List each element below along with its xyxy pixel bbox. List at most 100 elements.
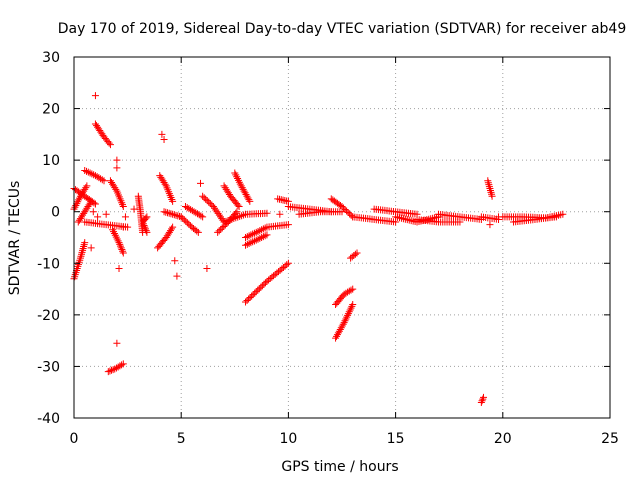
x-tick-label: 20 xyxy=(494,431,512,447)
track-point xyxy=(247,231,255,239)
track-point xyxy=(202,195,210,203)
track-point xyxy=(353,249,361,257)
track-point xyxy=(258,282,266,290)
track-point xyxy=(246,294,254,302)
track-point xyxy=(234,201,242,209)
plot-frame xyxy=(73,56,611,419)
track-point xyxy=(206,200,214,208)
track-point xyxy=(245,196,253,204)
track-point xyxy=(559,210,567,218)
track-point xyxy=(108,366,116,374)
track-point xyxy=(251,289,259,297)
track-point xyxy=(199,192,207,200)
track-point xyxy=(485,181,493,189)
track-point xyxy=(487,188,495,196)
track-point xyxy=(116,242,124,250)
track-point xyxy=(245,232,253,240)
track-point xyxy=(252,228,260,236)
track-point xyxy=(478,397,486,405)
isolated-point xyxy=(115,264,123,272)
track-point xyxy=(488,190,496,198)
track-point xyxy=(261,224,269,232)
track-point xyxy=(143,213,151,221)
track-point xyxy=(486,186,494,194)
track-point xyxy=(79,246,87,254)
track-point xyxy=(163,209,171,217)
track-point xyxy=(258,226,266,234)
track-point xyxy=(340,204,348,212)
track-point xyxy=(118,246,126,254)
x-tick-label: 5 xyxy=(177,431,186,447)
track-point xyxy=(249,291,257,299)
isolated-point xyxy=(171,257,179,265)
track-point xyxy=(115,239,123,247)
track-point xyxy=(261,232,269,240)
track-point xyxy=(180,216,188,224)
track-point xyxy=(344,311,352,319)
track-point xyxy=(552,213,560,221)
track-point xyxy=(79,244,87,252)
isolated-point xyxy=(91,92,99,100)
track-point xyxy=(254,286,262,294)
track-point xyxy=(245,240,253,248)
track-point xyxy=(249,238,257,246)
y-tick-labels: -40 -30 -20 -10 0 10 20 30 xyxy=(37,50,60,427)
track-point xyxy=(235,203,243,211)
x-tick-label: 25 xyxy=(601,431,619,447)
y-tick-label: 30 xyxy=(42,50,60,66)
track-point xyxy=(169,197,177,205)
track-point xyxy=(488,192,496,200)
track-point xyxy=(169,223,177,231)
track-point xyxy=(259,233,267,241)
track-point xyxy=(250,229,258,237)
track-point xyxy=(162,208,170,216)
track-point xyxy=(248,292,256,300)
track-point xyxy=(479,395,487,403)
track-point xyxy=(345,308,353,316)
track-point xyxy=(258,234,266,241)
track-point xyxy=(142,227,150,235)
y-axis-label: SDTVAR / TECUs xyxy=(7,181,23,296)
track-point xyxy=(484,179,492,187)
track-point xyxy=(119,249,127,257)
isolated-point xyxy=(196,179,204,187)
track-point xyxy=(141,225,149,233)
track-point xyxy=(197,212,205,220)
x-tick-label: 0 xyxy=(70,431,79,447)
track-point xyxy=(339,320,347,328)
track-point xyxy=(117,244,125,252)
track-point xyxy=(283,261,291,269)
track-point xyxy=(81,239,89,247)
track-point xyxy=(233,208,241,216)
data-points xyxy=(70,92,567,407)
track-point xyxy=(340,319,348,327)
track-point xyxy=(349,285,357,293)
track-point xyxy=(343,313,351,321)
isolated-point xyxy=(113,339,121,347)
track-point xyxy=(343,207,351,215)
track-point xyxy=(486,185,494,193)
track-point xyxy=(112,185,120,193)
isolated-point xyxy=(276,210,284,218)
axis-ticks xyxy=(73,56,611,419)
track-point xyxy=(177,213,185,221)
track-point xyxy=(90,199,98,207)
track-point xyxy=(81,166,89,174)
x-tick-label: 15 xyxy=(387,431,405,447)
isolated-point xyxy=(158,130,166,138)
track-point xyxy=(346,210,354,218)
isolated-point xyxy=(87,244,95,252)
track-point xyxy=(242,241,250,249)
track-point xyxy=(221,221,229,229)
y-tick-label: -30 xyxy=(37,359,60,375)
track-point xyxy=(199,213,207,221)
x-axis-label: GPS time / hours xyxy=(281,459,398,475)
x-tick-labels: 0 5 10 15 20 25 xyxy=(70,431,619,447)
track-point xyxy=(255,285,263,293)
isolated-point xyxy=(173,272,181,280)
track-point xyxy=(252,236,260,244)
y-tick-label: 10 xyxy=(42,153,60,169)
track-point xyxy=(341,317,349,325)
track-point xyxy=(179,214,187,222)
